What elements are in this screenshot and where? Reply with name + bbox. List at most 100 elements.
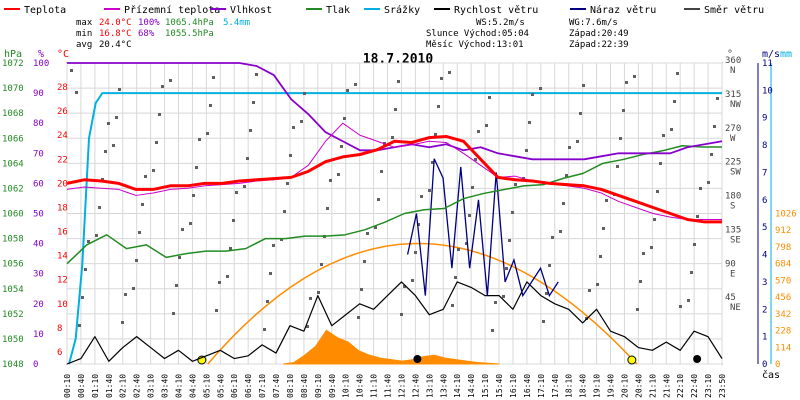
- x-tick-label: 23:50: [718, 374, 727, 398]
- wind-dir-point: [115, 116, 118, 119]
- dir-tick-deg: 315: [725, 90, 741, 100]
- ms-tick-label: 3: [762, 278, 767, 288]
- c-tick-label: 12: [57, 276, 68, 286]
- wind-dir-point: [468, 214, 471, 217]
- wind-dir-point: [252, 101, 255, 104]
- ms-tick-label: 11: [762, 59, 773, 69]
- wind-dir-point: [411, 279, 414, 282]
- wind-dir-point: [528, 121, 531, 124]
- x-tick-label: 19:40: [607, 374, 616, 398]
- x-tick-label: 11:10: [370, 374, 379, 398]
- x-tick-label: 01:40: [105, 374, 114, 398]
- rad-tick-label: 684: [775, 260, 791, 270]
- rad-tick-label: 1026: [775, 210, 797, 220]
- wind-dir-point: [101, 178, 104, 181]
- wind-dir-point: [451, 304, 454, 307]
- ms-tick-label: 8: [762, 141, 767, 151]
- dir-tick-deg: 135: [725, 225, 741, 235]
- wind-dir-point: [542, 320, 545, 323]
- x-tick-label: 20:40: [634, 374, 643, 398]
- wind-dir-point: [440, 77, 443, 80]
- dir-tick-deg: 90: [725, 259, 736, 269]
- wind-dir-point: [559, 230, 562, 233]
- wind-dir-point: [181, 228, 184, 231]
- axis-title-ms: m/s: [762, 49, 780, 60]
- hpa-tick-label: 1068: [2, 109, 24, 119]
- stat-min-press: 1055.5hPa: [165, 29, 214, 39]
- wind-dir-point: [465, 242, 468, 245]
- wind-dir-point: [206, 132, 209, 135]
- wind-dir-point: [98, 206, 101, 209]
- x-tick-label: 03:40: [161, 374, 170, 398]
- legend-naraz-vetru: Náraz větru: [590, 4, 656, 16]
- wind-dir-point: [633, 75, 636, 78]
- wind-dir-point: [178, 256, 181, 259]
- x-tick-label: 22:40: [690, 374, 699, 398]
- dir-tick-deg: 270: [725, 124, 741, 134]
- x-tick-label: 15:40: [495, 374, 504, 398]
- wind-dir-point: [511, 211, 514, 214]
- dir-tick-name: N: [730, 66, 735, 76]
- x-tick-label: 10:40: [356, 374, 365, 398]
- wind-dir-point: [639, 280, 642, 283]
- c-tick-label: 20: [57, 179, 68, 189]
- pct-tick-label: 20: [33, 300, 44, 310]
- wind-dir-point: [329, 179, 332, 182]
- wind-dir-point: [491, 329, 494, 332]
- wind-dir-point: [215, 309, 218, 312]
- dir-tick-name: S: [730, 202, 735, 212]
- c-tick-label: 26: [57, 107, 68, 117]
- wind-dir-point: [195, 166, 198, 169]
- wind-dir-point: [713, 125, 716, 128]
- x-tick-label: 10:10: [342, 374, 351, 398]
- hpa-tick-label: 1052: [2, 310, 24, 320]
- hpa-tick-label: 1058: [2, 235, 24, 245]
- x-tick-label: 18:40: [579, 374, 588, 398]
- wind-dir-point: [582, 84, 585, 87]
- dir-tick-name: SW: [730, 168, 741, 178]
- wind-dir-point: [95, 234, 98, 237]
- hpa-tick-label: 1066: [2, 134, 24, 144]
- wind-dir-point: [417, 223, 420, 226]
- wind-dir-point: [107, 122, 110, 125]
- wind-dir-point: [340, 145, 343, 148]
- wind-dir-point: [232, 219, 235, 222]
- legend-prizemni-teplota: Přízemní teplota: [124, 4, 220, 16]
- wind-dir-point: [650, 246, 653, 249]
- pct-tick-label: 100: [33, 59, 49, 69]
- axis-title-x: čas: [762, 369, 780, 381]
- wind-dir-point: [551, 236, 554, 239]
- wind-dir-point: [599, 255, 602, 258]
- stat-min-label: min: [76, 29, 92, 39]
- wind-dir-point: [437, 105, 440, 108]
- dir-tick-deg: 180: [725, 192, 741, 202]
- wind-dir-point: [317, 291, 320, 294]
- stat-max-press: 1065.4hPa: [165, 18, 214, 28]
- wind-dir-point: [588, 289, 591, 292]
- temperature-line: [66, 134, 722, 224]
- hpa-tick-label: 1048: [2, 360, 24, 370]
- wind-dir-point: [391, 136, 394, 139]
- plot-area: [66, 62, 772, 365]
- wind-dir-point: [272, 244, 275, 247]
- stat-min-hum: 68%: [138, 29, 155, 39]
- wind-dir-point: [545, 292, 548, 295]
- wind-dir-point: [693, 243, 696, 246]
- legend-rychlost-vetru: Rychlost větru: [454, 4, 538, 16]
- x-tick-label: 21:10: [648, 374, 657, 398]
- c-tick-label: 18: [57, 203, 68, 213]
- wind-dir-point: [209, 104, 212, 107]
- wind-dir-point: [112, 144, 115, 147]
- hpa-tick-label: 1062: [2, 184, 24, 194]
- stat-avg-temp: 20.4°C: [99, 40, 132, 50]
- x-tick-label: 13:10: [425, 374, 434, 398]
- wind-dir-point: [81, 296, 84, 299]
- ms-tick-label: 4: [762, 251, 767, 261]
- wind-gust-line: [406, 158, 559, 298]
- wind-dir-point: [636, 308, 639, 311]
- wind-dir-point: [605, 199, 608, 202]
- x-tick-label: 08:10: [286, 374, 295, 398]
- wind-dir-point: [132, 287, 135, 290]
- ms-tick-label: 5: [762, 223, 767, 233]
- wind-dir-point: [255, 73, 258, 76]
